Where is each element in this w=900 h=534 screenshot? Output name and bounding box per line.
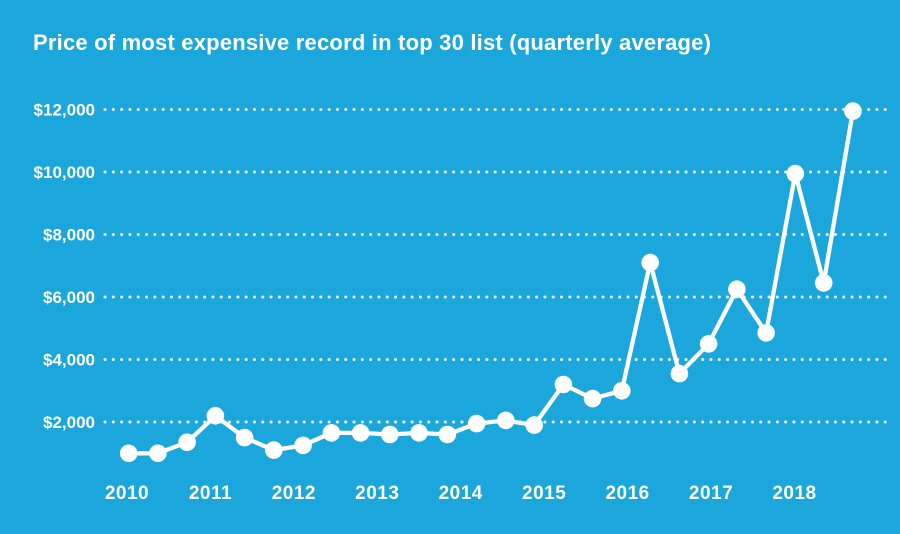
- x-axis-tick-label: 2016: [605, 483, 649, 504]
- data-point: [699, 335, 718, 353]
- data-point: [786, 164, 805, 183]
- data-point: [438, 425, 457, 444]
- x-axis-tick-label: 2012: [272, 483, 316, 504]
- data-point: [814, 274, 833, 292]
- x-axis-tick-label: 2015: [522, 483, 566, 504]
- data-point: [670, 364, 689, 383]
- data-point: [381, 425, 399, 444]
- data-point: [294, 436, 312, 455]
- data-point: [497, 411, 515, 430]
- data-point: [641, 253, 659, 272]
- data-point: [613, 382, 631, 400]
- data-point: [322, 424, 341, 442]
- data-point: [119, 444, 138, 463]
- data-point: [178, 433, 196, 452]
- y-axis-tick-label: $10,000: [34, 163, 95, 182]
- x-axis-tick-label: 2011: [189, 483, 232, 504]
- x-axis-tick-label: 2010: [105, 483, 149, 504]
- y-axis-tick-label: $6,000: [43, 288, 95, 307]
- x-axis-tick-label: 2013: [355, 483, 399, 504]
- data-point: [554, 375, 573, 394]
- x-axis-tick-label: 2017: [689, 483, 733, 504]
- data-point: [351, 424, 370, 442]
- data-point: [757, 324, 775, 342]
- y-axis-tick-label: $4,000: [43, 350, 95, 369]
- chart-title: Price of most expensive record in top 30…: [33, 30, 712, 55]
- data-point: [844, 102, 862, 120]
- data-point: [265, 441, 283, 459]
- data-point: [410, 424, 428, 442]
- data-point: [525, 416, 543, 434]
- y-axis-tick-label: $8,000: [43, 225, 95, 244]
- data-line: [126, 108, 856, 456]
- data-point: [583, 389, 602, 408]
- y-axis-tick-label: $12,000: [34, 100, 95, 119]
- data-point: [206, 407, 225, 425]
- data-point: [149, 444, 167, 463]
- data-point: [235, 428, 254, 447]
- x-axis-tick-label: 2014: [439, 483, 483, 504]
- data-point: [467, 414, 486, 433]
- x-axis-tick-label: 2018: [772, 483, 816, 504]
- data-point: [728, 280, 746, 299]
- y-axis-tick-label: $2,000: [43, 413, 95, 432]
